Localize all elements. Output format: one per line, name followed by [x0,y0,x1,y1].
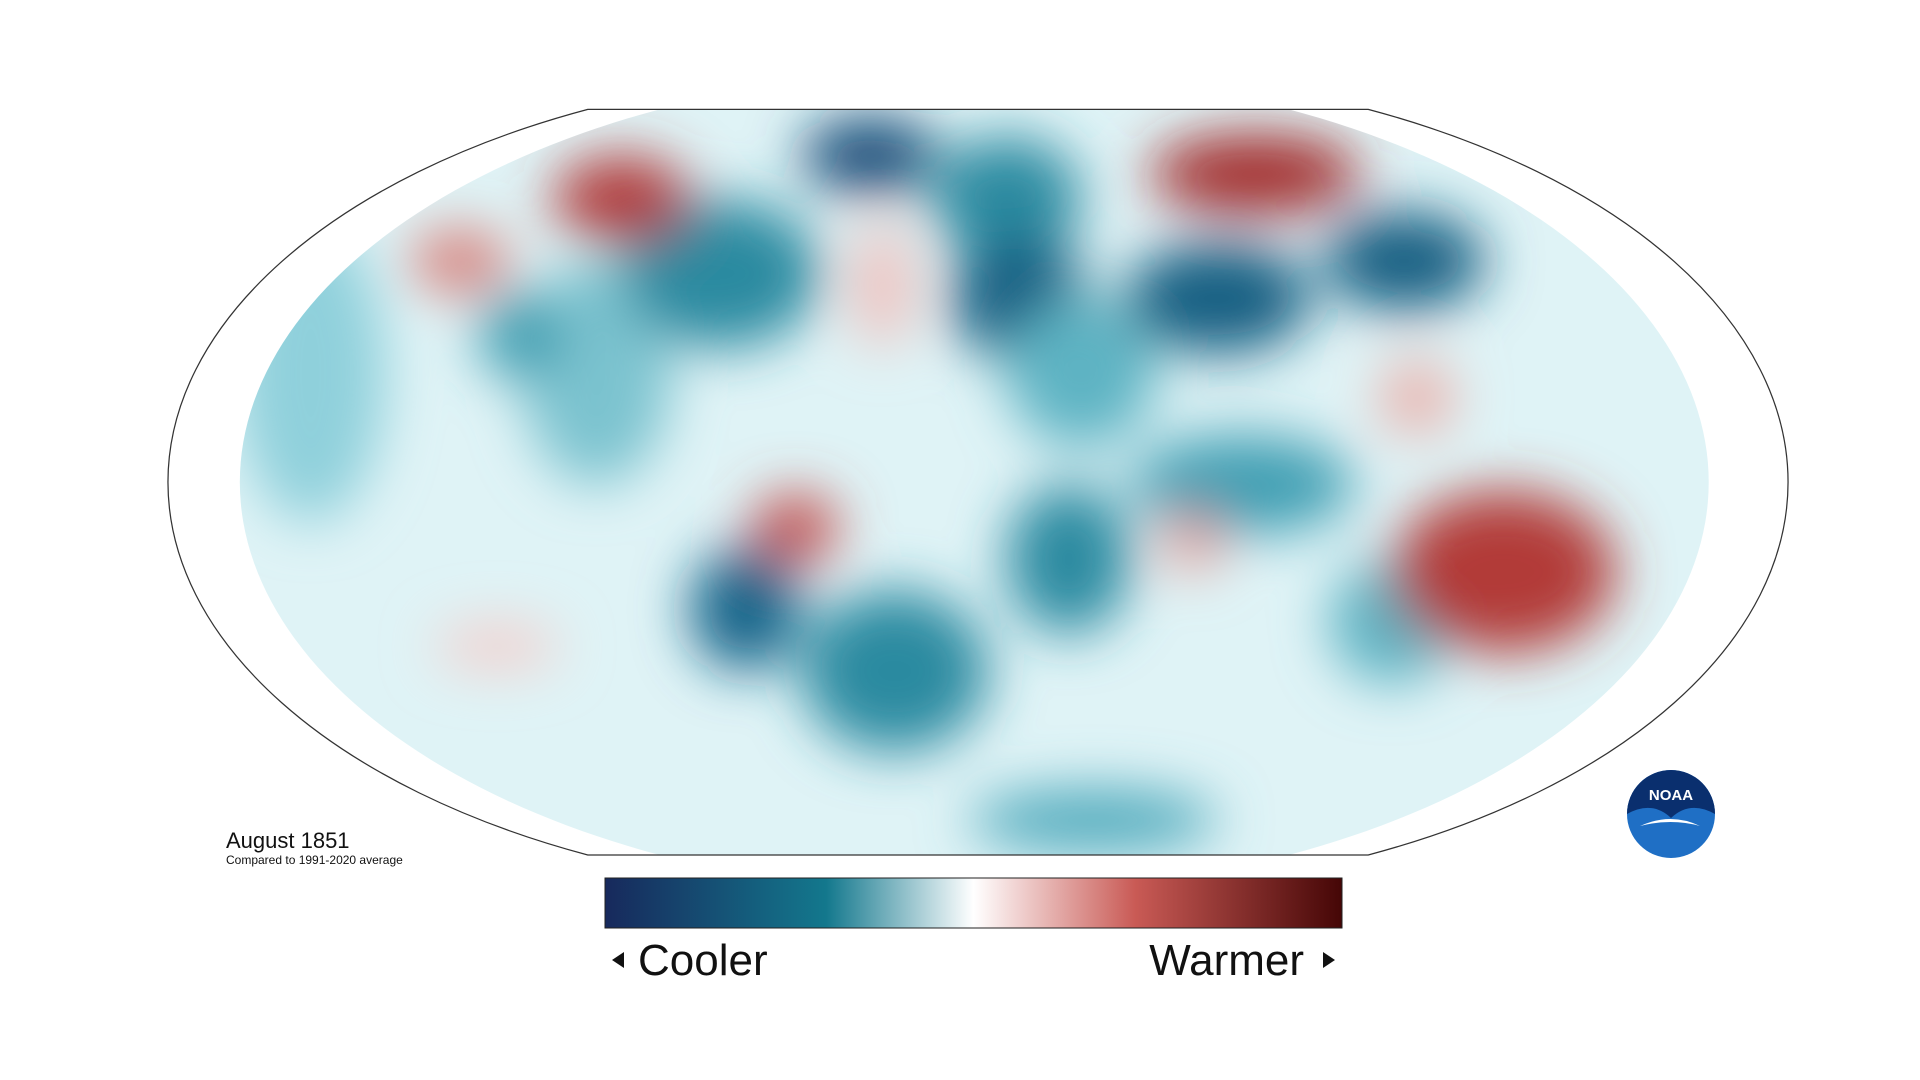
anomaly-field [239,118,1616,852]
legend-low: Cooler [638,936,768,985]
noaa-logo: NOAA [1627,770,1715,858]
arrow-right [1323,952,1335,968]
color-scale [604,877,1343,929]
map [167,108,1789,856]
map-subtitle: Compared to 1991-2020 average [226,853,403,867]
arrow-left [612,952,624,968]
legend-high: Warmer [1149,936,1304,985]
map-title: August 1851 [226,828,350,853]
map-outline [167,108,1789,856]
logo-text: NOAA [1649,787,1693,804]
